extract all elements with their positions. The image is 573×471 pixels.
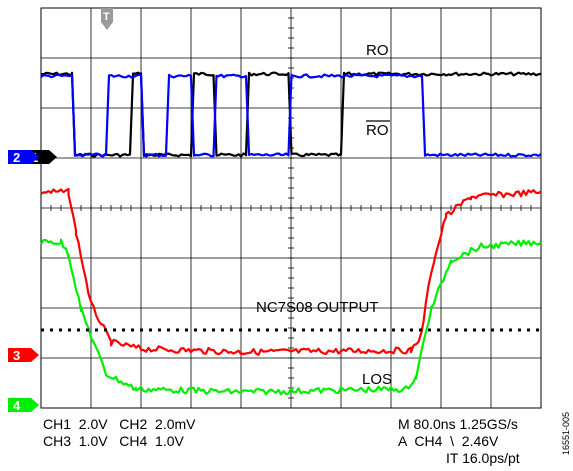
channel-marker-ch3: 3 xyxy=(8,348,39,363)
marker-arrow xyxy=(8,348,39,362)
readout-interp: IT 16.0ps/pt xyxy=(446,450,520,466)
marker-arrow xyxy=(8,398,39,412)
readout-timebase: M 80.0ns 1.25GS/s xyxy=(398,416,518,432)
trigger-marker-label: T xyxy=(103,11,110,23)
scope-grid xyxy=(40,7,542,409)
scope-traces xyxy=(40,71,542,396)
trigger-marker-point xyxy=(101,22,113,30)
marker-arrow xyxy=(8,150,39,164)
marker-label: 2 xyxy=(13,150,20,165)
trace-labels: RO RO NC7S08 OUTPUT LOS xyxy=(256,42,392,388)
readout-row2: CH3 1.0V CH4 1.0V xyxy=(43,433,184,449)
channel-marker-ch4: 4 xyxy=(8,398,39,413)
figure-id: 16551-005 xyxy=(561,412,571,456)
trigger-marker-icon xyxy=(101,8,113,22)
ro-bar-label: RO xyxy=(366,122,389,139)
trace-ch2 xyxy=(40,73,542,158)
nc7s08-label: NC7S08 OUTPUT xyxy=(256,299,379,316)
trace-ch3 xyxy=(40,187,542,356)
los-label: LOS xyxy=(362,371,392,388)
marker-label: 4 xyxy=(13,398,21,413)
ro-label: RO xyxy=(366,42,389,59)
trigger-marker-group: T xyxy=(101,8,113,30)
marker-label: 3 xyxy=(13,348,20,363)
channel-markers: 1234 xyxy=(8,150,57,413)
readout-row1: CH1 2.0V CH2 2.0mV xyxy=(43,416,196,432)
channel-marker-ch2: 2 xyxy=(8,150,39,165)
trace-ch1 xyxy=(40,71,542,158)
trace-ch4 xyxy=(40,238,542,396)
readout-trigger: A CH4 \ 2.46V xyxy=(398,433,499,449)
